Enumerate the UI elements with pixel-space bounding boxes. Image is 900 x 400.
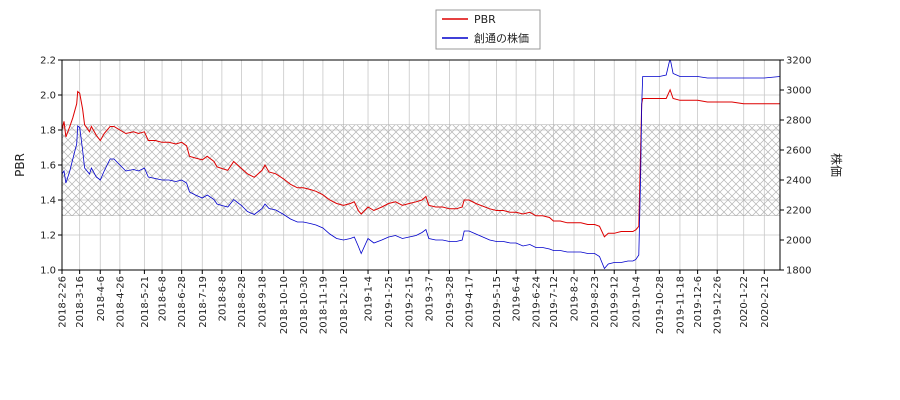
x-tick-label: 2020-1-22: [739, 276, 750, 328]
x-tick-label: 2018-10-10: [279, 276, 290, 334]
series-line-stock-price: [62, 60, 780, 270]
right-tick-label: 2800: [786, 116, 811, 127]
x-tick-label: 2018-3-16: [75, 276, 86, 328]
left-axis-ticks: 1.0 1.2 1.4 1.6 1.8 2.0 2.2: [40, 56, 62, 277]
legend-label-pbr: PBR: [474, 13, 496, 26]
right-tick-label: 3000: [786, 86, 811, 97]
x-tick-label: 2019-5-15: [492, 276, 503, 328]
left-tick-label: 1.6: [40, 161, 56, 172]
legend-box: [435, 9, 541, 50]
x-tick-label: 2018-12-10: [339, 276, 350, 334]
pbr-range-band: [61, 124, 781, 216]
left-tick-label: 1.4: [40, 196, 56, 207]
x-tick-label: 2019-12-26: [713, 276, 724, 334]
right-tick-label: 1800: [786, 266, 811, 277]
x-tick-label: 2018-10-30: [299, 276, 310, 334]
x-tick-label: 2018-5-21: [140, 276, 151, 328]
x-tick-label: 2018-4-6: [96, 276, 107, 321]
left-tick-label: 2.0: [40, 91, 56, 102]
right-tick-label: 3200: [786, 56, 811, 67]
x-tick-label: 2018-2-26: [58, 276, 69, 328]
x-tick-label: 2019-3-28: [445, 276, 456, 328]
x-tick-label: 2018-11-19: [318, 276, 329, 334]
right-axis-label: 株価: [829, 153, 844, 177]
x-axis-ticks: 2018-2-26 2018-3-16 2018-4-6 2018-4-26 2018-…: [58, 270, 771, 334]
x-tick-label: 2019-11-18: [675, 276, 686, 334]
x-tick-label: 2019-8-23: [590, 276, 601, 328]
right-tick-label: 2400: [786, 176, 811, 187]
x-tick-label: 2019-8-2: [570, 276, 581, 321]
x-tick-label: 2019-1-25: [384, 276, 395, 328]
x-tick-label: 2019-3-7: [424, 276, 435, 321]
x-tick-label: 2018-4-26: [115, 276, 126, 328]
x-tick-label: 2020-2-12: [760, 276, 771, 328]
x-tick-label: 2018-7-19: [198, 276, 209, 328]
x-tick-label: 2019-6-4: [512, 276, 523, 321]
right-tick-label: 2000: [786, 236, 811, 247]
legend-label-price: 創通の株価: [474, 31, 529, 45]
x-tick-label: 2019-4-17: [465, 276, 476, 328]
right-tick-label: 2200: [786, 206, 811, 217]
x-tick-label: 2018-9-18: [258, 276, 269, 328]
series-line-pbr: [62, 88, 780, 238]
x-tick-label: 2019-7-12: [549, 276, 560, 328]
x-tick-label: 2019-12-6: [693, 276, 704, 328]
x-tick-label: 2019-6-24: [531, 276, 542, 328]
left-tick-label: 1.8: [40, 126, 56, 137]
x-tick-label: 2019-10-28: [655, 276, 666, 334]
x-tick-label: 2018-8-8: [217, 276, 228, 321]
right-tick-label: 2600: [786, 146, 811, 157]
left-tick-label: 1.2: [40, 231, 56, 242]
left-tick-label: 2.2: [40, 56, 56, 67]
x-tick-label: 2019-2-15: [405, 276, 416, 328]
x-tick-label: 2018-8-28: [237, 276, 248, 328]
left-tick-label: 1.0: [40, 266, 56, 277]
left-axis-label: PBR: [13, 153, 27, 177]
x-tick-label: 2019-1-4: [364, 276, 375, 321]
x-tick-label: 2018-6-28: [177, 276, 188, 328]
x-tick-label: 2019-9-12: [610, 276, 621, 328]
x-tick-label: 2018-6-8: [158, 276, 169, 321]
legend: PBR 創通の株価: [435, 9, 541, 50]
right-axis-ticks: 1800 2000 2200 2400 2600 2800 3000 3200: [780, 56, 811, 277]
x-tick-label: 2019-10-4: [631, 276, 642, 328]
